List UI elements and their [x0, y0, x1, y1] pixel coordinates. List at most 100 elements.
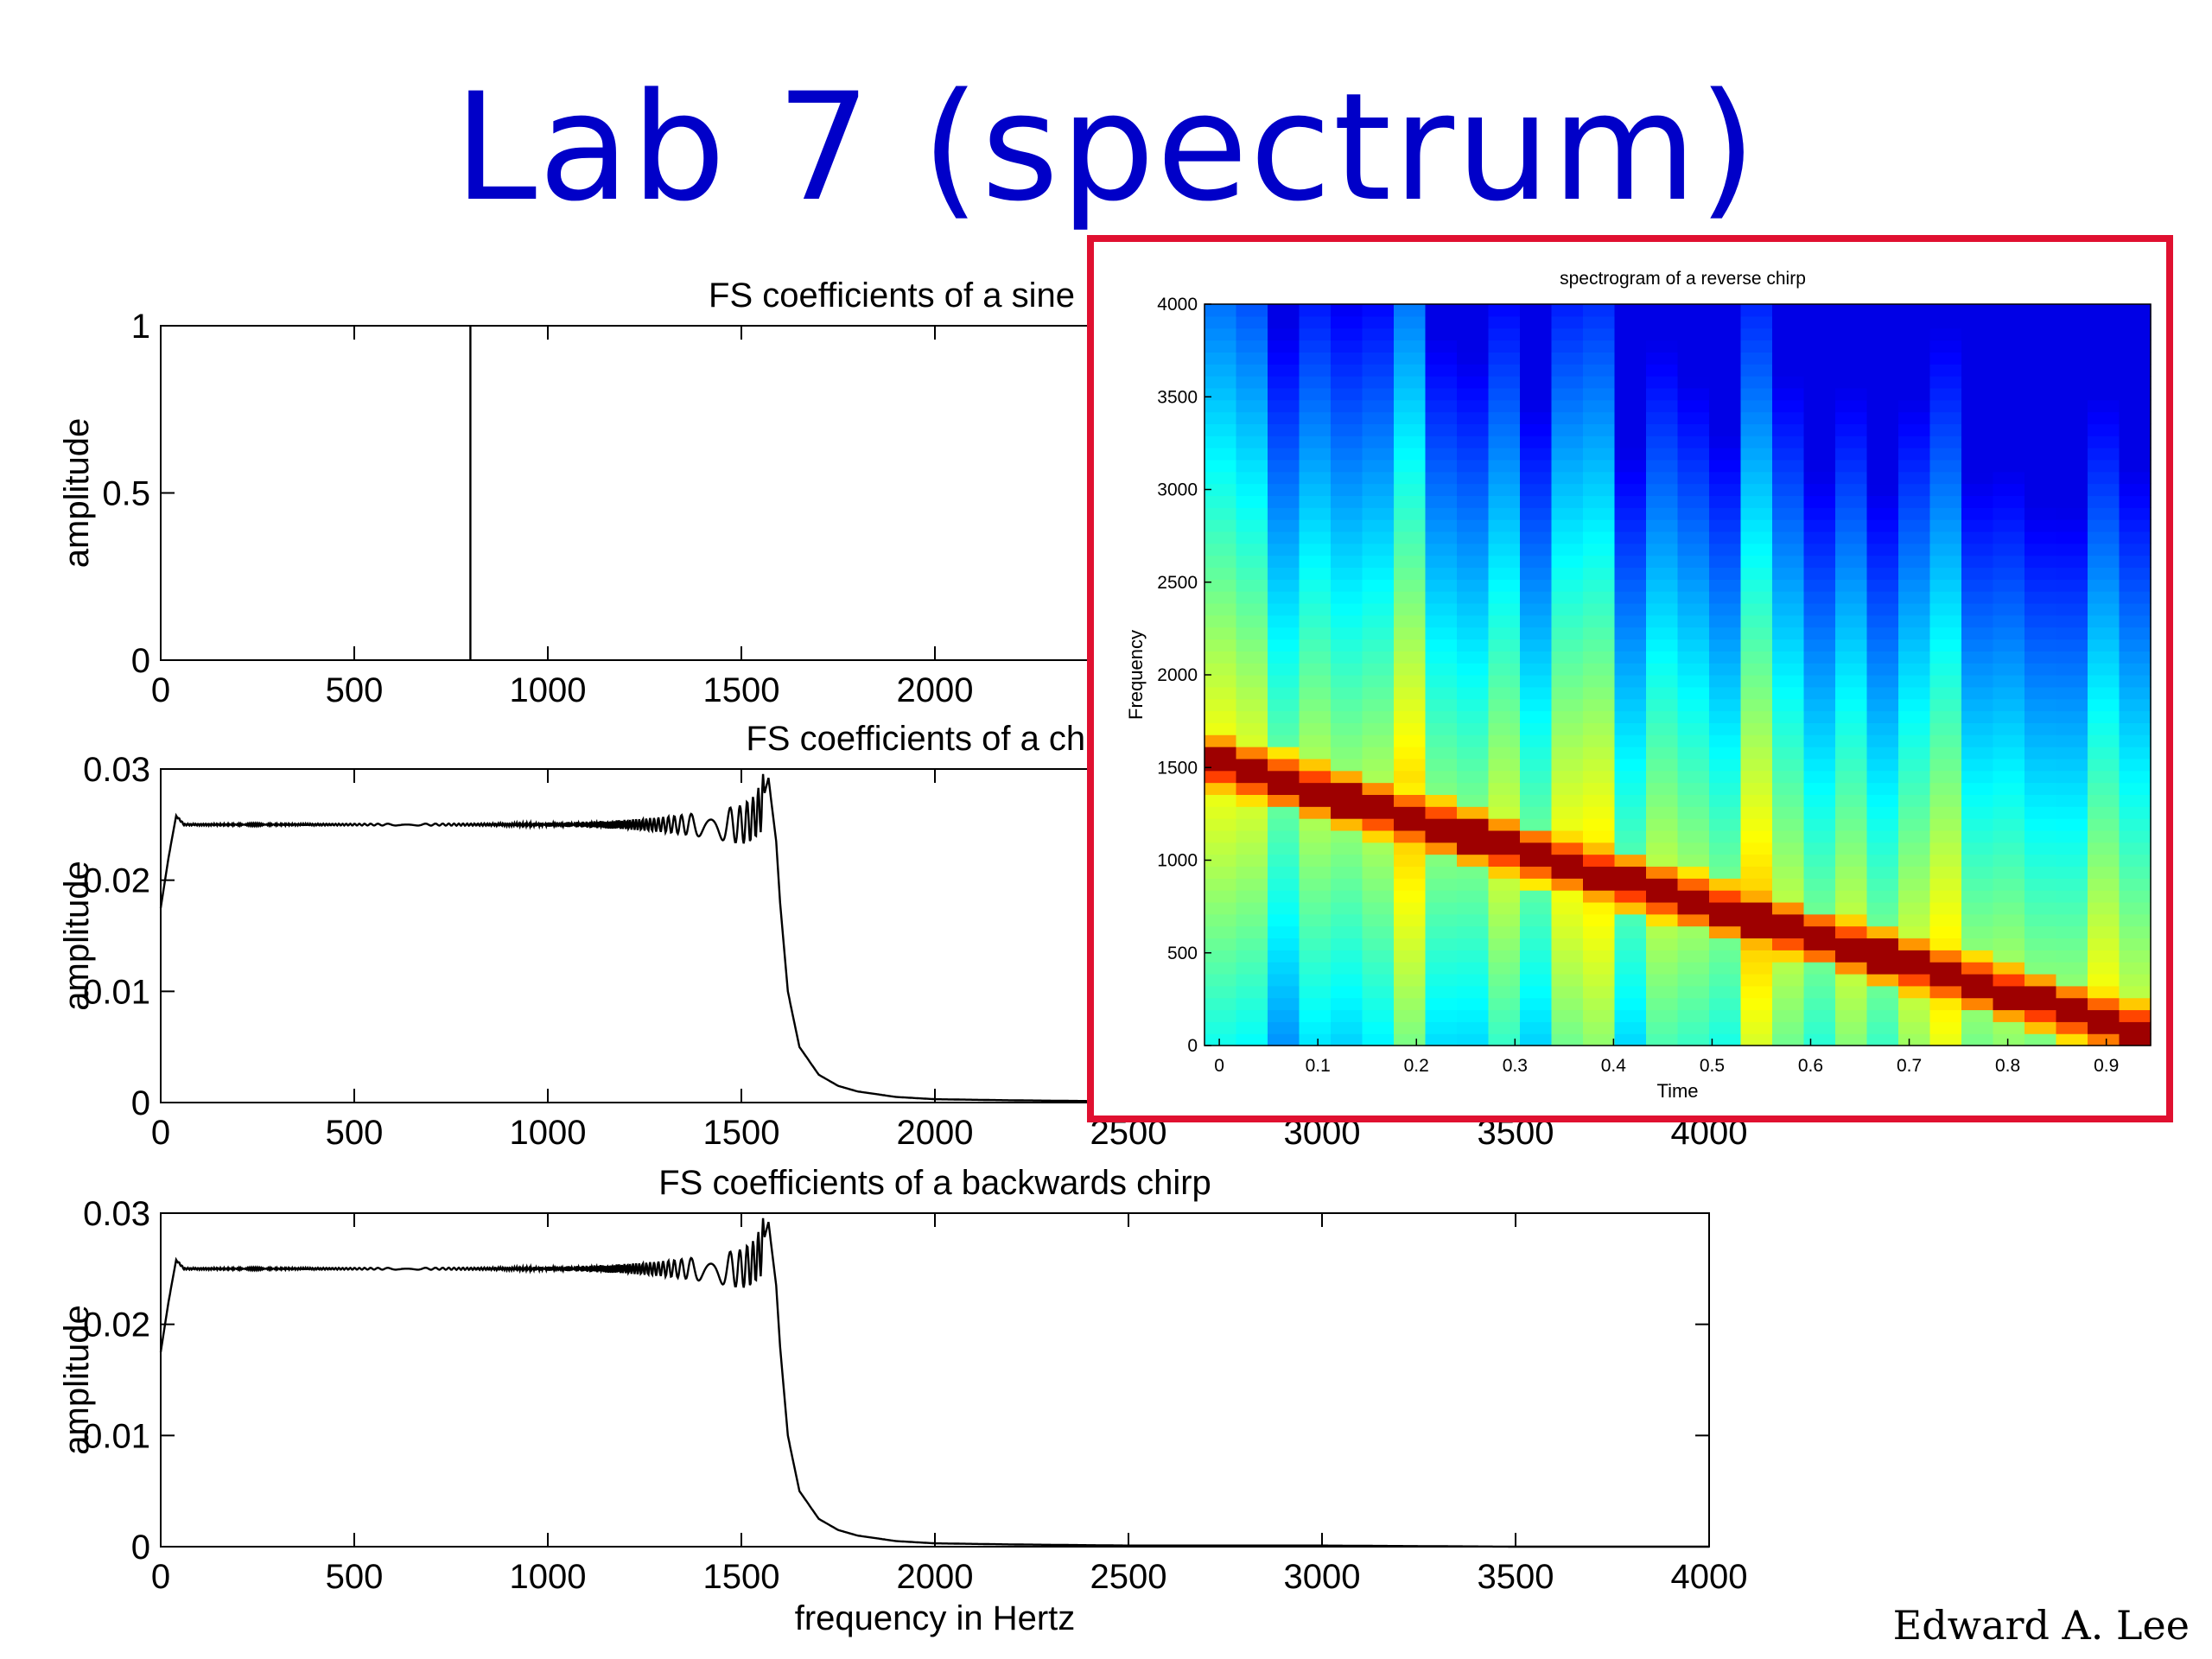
spectrogram-cell	[1205, 531, 1237, 544]
spectrogram-cell	[1993, 340, 2025, 353]
spectrogram-cell	[1551, 567, 1584, 580]
spectrogram-cell	[1205, 352, 1237, 365]
spectrogram-cell	[2119, 376, 2152, 389]
spectrogram-cell	[1425, 376, 1458, 389]
spectrogram-cell	[1331, 1033, 1363, 1046]
spectrogram-cell	[1394, 614, 1427, 628]
spectrogram-cell	[2056, 327, 2088, 341]
spectrogram-cell	[1236, 890, 1268, 903]
spectrogram-cell	[1709, 399, 1742, 413]
spectrogram-cell	[1646, 639, 1679, 652]
spectrogram-cell	[1551, 543, 1584, 556]
spectrogram-cell	[2119, 985, 2152, 999]
spectrogram-cell	[1866, 555, 1899, 569]
spectrogram-cell	[1362, 543, 1395, 556]
spectrogram-cell	[1520, 495, 1553, 508]
spectrogram-cell	[1551, 555, 1584, 569]
spectrogram-cell	[1677, 913, 1710, 927]
spectrogram-cell	[1614, 435, 1647, 448]
spectrogram-cell	[1772, 878, 1805, 891]
spectrogram-cell	[1394, 1009, 1427, 1022]
spectrogram-cell	[1583, 710, 1616, 723]
spectrogram-cell	[1866, 304, 1899, 317]
spectrogram-cell	[1488, 626, 1521, 640]
spectrogram-cell	[1677, 483, 1710, 497]
y-axis-label: amplitude	[58, 861, 96, 1010]
chart-title: FS coefficients of a chirp	[746, 720, 1123, 758]
spectrogram-cell	[1394, 364, 1427, 377]
spectrogram-cell	[2088, 938, 2120, 950]
spectrogram-cell	[2056, 591, 2088, 604]
spectrogram-cell	[2056, 483, 2088, 497]
spectrogram-cell	[1866, 686, 1899, 700]
spectrogram-cell	[1299, 591, 1332, 604]
spectrogram-cell	[1551, 1009, 1584, 1022]
spectrogram-cell	[1520, 423, 1553, 436]
spectrogram-cell	[2119, 507, 2152, 520]
y-tick-label: 0.02	[83, 1306, 150, 1344]
y-tick-label: 0	[131, 1529, 150, 1567]
spectrogram-cell	[1520, 675, 1553, 688]
spectrogram-cell	[1993, 1009, 2025, 1022]
spectrogram-cell	[1993, 782, 2025, 795]
spectrogram-cell	[1457, 483, 1490, 497]
spectrogram-cell	[1520, 747, 1553, 760]
spectrogram-cell	[1331, 471, 1363, 485]
spectrogram-cell	[1488, 471, 1521, 485]
spectrogram-cell	[1929, 806, 1962, 819]
spectrogram-cell	[1646, 973, 1679, 987]
spectrogram-cell	[1299, 722, 1332, 735]
spectrogram-cell	[1898, 602, 1931, 616]
spectrogram-cell	[1866, 830, 1899, 843]
spectrogram-cell	[1709, 352, 1742, 365]
spectrogram-cell	[1551, 1021, 1584, 1034]
spectrogram-cell	[1205, 614, 1237, 628]
spectrogram-cell	[1614, 901, 1647, 915]
spectrogram-cell	[1993, 387, 2025, 401]
spectrogram-cell	[1835, 997, 1868, 1011]
y-tick-label: 2500	[1157, 573, 1198, 593]
spectrogram-cell	[1520, 626, 1553, 640]
spectrogram-cell	[1677, 614, 1710, 628]
spectrogram-cell	[1835, 364, 1868, 377]
spectrogram-cell	[1898, 794, 1931, 807]
y-axis-label: Frequency	[1125, 630, 1147, 720]
spectrogram-cell	[1299, 866, 1332, 879]
spectrogram-cell	[1299, 459, 1332, 473]
spectrogram-cell	[1488, 997, 1521, 1011]
spectrogram-cell	[1268, 985, 1300, 999]
spectrogram-cell	[1709, 698, 1742, 712]
spectrogram-cell	[1362, 997, 1395, 1011]
spectrogram-cell	[1299, 663, 1332, 676]
spectrogram-cell	[1551, 399, 1584, 413]
spectrogram-cell	[1772, 866, 1805, 879]
spectrogram-cell	[1614, 399, 1647, 413]
x-tick-label: 0	[151, 1114, 170, 1152]
spectrogram-cell	[1614, 591, 1647, 604]
spectrogram-cell	[1677, 890, 1710, 903]
spectrogram-cell	[1268, 950, 1300, 963]
spectrogram-cell	[1646, 304, 1679, 317]
spectrogram-cell	[1993, 651, 2025, 664]
spectrogram-cell	[2056, 399, 2088, 413]
spectrogram-cell	[1331, 602, 1363, 616]
spectrogram-cell	[1583, 315, 1616, 329]
spectrogram-cell	[1646, 591, 1679, 604]
spectrogram-cell	[1425, 698, 1458, 712]
spectrogram-cell	[1961, 531, 1994, 544]
spectrogram-cell	[1236, 794, 1268, 807]
spectrogram-cell	[1993, 758, 2025, 772]
spectrogram-cell	[1551, 997, 1584, 1011]
spectrogram-cell	[2056, 758, 2088, 772]
spectrogram-cell	[1740, 364, 1773, 377]
spectrogram-cell	[1677, 925, 1710, 939]
spectrogram-cell	[1205, 579, 1237, 592]
spectrogram-cell	[1803, 327, 1836, 341]
spectrogram-cell	[1740, 315, 1773, 329]
spectrogram-cell	[1331, 304, 1363, 317]
spectrogram-cell	[1614, 304, 1647, 317]
spectrogram-cell	[1331, 567, 1363, 580]
spectrogram-cell	[1677, 435, 1710, 448]
spectrogram-cell	[1646, 698, 1679, 712]
spectrogram-cell	[1362, 315, 1395, 329]
